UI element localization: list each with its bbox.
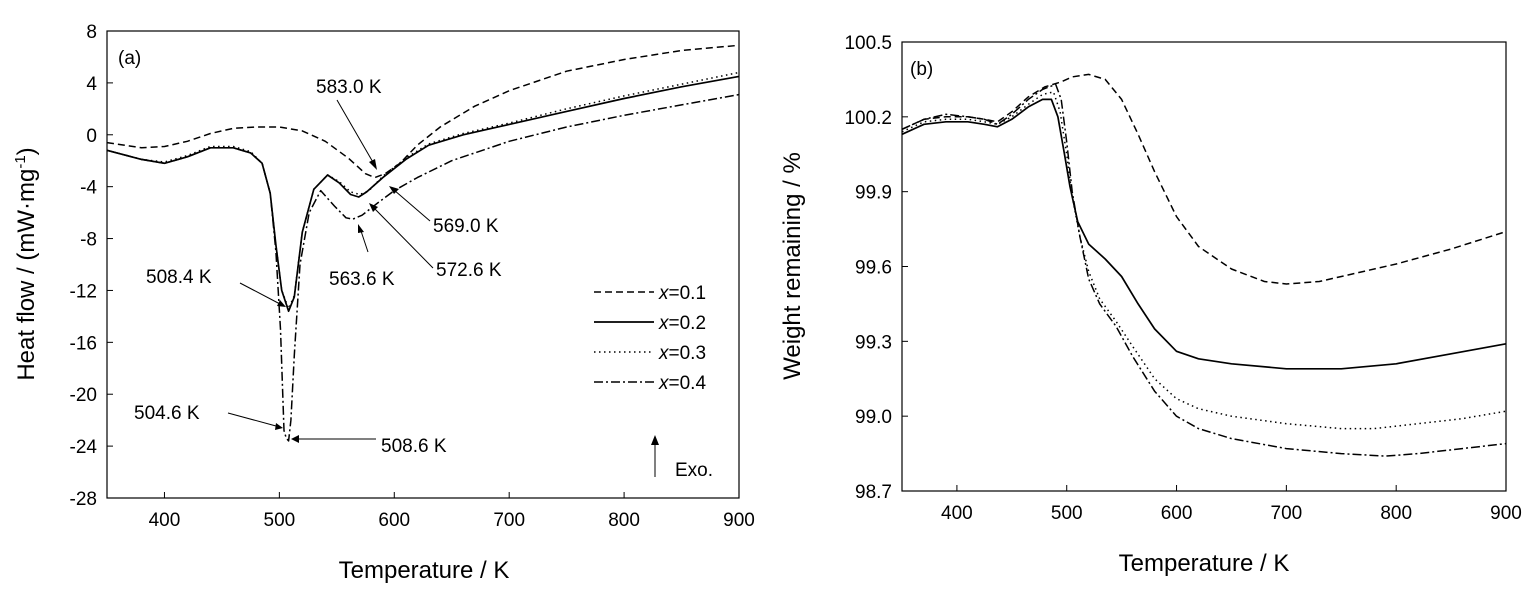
chart-a-x-tick-label: 400	[149, 510, 181, 531]
legend-item-x01: x=0.1	[594, 283, 706, 304]
legend-val-x01: =0.1	[669, 283, 707, 304]
chart-b-y-axis-label: Weight remaining / %	[779, 152, 806, 380]
annotation-583: 583.0 K	[316, 77, 382, 170]
legend-var-x01: x	[658, 283, 670, 304]
chart-b-series-x02	[901, 98, 1507, 370]
legend-var-x02: x	[658, 313, 670, 334]
chart-a-y-axis-label-main: Heat flow / (mW·mg	[13, 169, 40, 381]
chart-b-y-tick-label: 99.6	[855, 258, 892, 279]
chart-b-x-tick-label: 900	[1490, 503, 1522, 524]
legend-var-x04: x	[658, 373, 670, 394]
chart-a: 400 500 600 700 800 900 8 4 0 -4 -8 -12 -16 -20 -24 -2…	[12, 22, 755, 584]
chart-b-y-tick-label: 99.9	[855, 183, 892, 204]
legend-item-x04: x=0.4	[594, 373, 706, 394]
chart-a-legend: x=0.1 x=0.2 x=0.3 x=0.4	[594, 283, 706, 394]
chart-a-x-tick-label: 600	[378, 510, 410, 531]
chart-a-y-ticks: 8 4 0 -4 -8 -12 -16 -20 -24 -28	[70, 22, 113, 510]
chart-a-x-axis-label: Temperature / K	[339, 557, 510, 584]
chart-a-y-tick-label: 8	[86, 22, 97, 43]
chart-a-y-tick-label: 0	[86, 126, 97, 147]
chart-a-y-tick-label: -16	[70, 333, 97, 354]
chart-b-x-ticks: 400 500 600 700 800 900	[941, 485, 1522, 524]
svg-text:x=0.4: x=0.4	[658, 373, 706, 394]
annotation-5046: 504.6 K	[134, 403, 283, 430]
annotation-5084: 508.4 K	[146, 267, 286, 307]
chart-b: 400 500 600 700 800 900 100.5 100.2 99.9 99.6 99.…	[779, 33, 1522, 577]
chart-b-x-tick-label: 800	[1380, 503, 1412, 524]
annotation-5636: 563.6 K	[329, 224, 395, 290]
chart-b-y-ticks: 100.5 100.2 99.9 99.6 99.3 99.0 98.7	[844, 33, 908, 503]
chart-a-y-axis-label: Heat flow / (mW·mg-1)	[12, 147, 40, 380]
annotation-exo-text: Exo.	[675, 460, 713, 481]
annotation-5046-text: 504.6 K	[134, 403, 200, 424]
chart-a-series	[106, 44, 740, 442]
legend-val-x02: =0.2	[669, 313, 707, 334]
legend-var-x03: x	[658, 343, 670, 364]
chart-a-x-ticks: 400 500 600 700 800 900	[149, 492, 755, 531]
chart-b-series-x04	[901, 83, 1507, 457]
chart-a-series-x01	[106, 44, 740, 179]
chart-b-series	[901, 73, 1507, 457]
annotation-583-text: 583.0 K	[316, 77, 382, 98]
chart-a-y-tick-label: -8	[80, 230, 97, 251]
chart-b-y-tick-label: 100.5	[844, 33, 892, 54]
chart-a-y-tick-label: -28	[70, 489, 97, 510]
chart-a-y-tick-label: -4	[80, 178, 97, 199]
annotation-5084-text: 508.4 K	[146, 267, 212, 288]
svg-text:x=0.3: x=0.3	[658, 343, 706, 364]
chart-a-panel-label: (a)	[118, 48, 141, 69]
chart-a-annotations: 583.0 K 569.0 K 572.6 K 563.6 K 508.4 K	[134, 77, 713, 481]
chart-b-x-tick-label: 700	[1271, 503, 1303, 524]
annotation-572-text: 572.6 K	[436, 260, 502, 281]
chart-a-x-tick-label: 900	[723, 510, 755, 531]
chart-a-y-tick-label: -20	[70, 385, 97, 406]
annotation-569: 569.0 K	[389, 186, 499, 237]
chart-b-series-x01	[901, 73, 1507, 285]
legend-val-x03: =0.3	[669, 343, 707, 364]
legend-val-x04: =0.4	[669, 373, 707, 394]
chart-b-y-tick-label: 99.3	[855, 332, 892, 353]
annotation-5086-text: 508.6 K	[381, 436, 447, 457]
chart-a-y-tick-label: -24	[70, 437, 98, 458]
svg-text:x=0.2: x=0.2	[658, 313, 706, 334]
annotation-572: 572.6 K	[369, 203, 502, 281]
chart-a-x-tick-label: 800	[608, 510, 640, 531]
chart-a-y-tick-label: 4	[86, 74, 97, 95]
chart-a-y-tick-label: -12	[70, 281, 97, 302]
chart-b-x-axis-label: Temperature / K	[1119, 550, 1290, 577]
legend-item-x02: x=0.2	[594, 313, 706, 334]
chart-a-x-tick-label: 500	[264, 510, 296, 531]
legend-item-x03: x=0.3	[594, 343, 706, 364]
chart-b-y-tick-label: 99.0	[855, 407, 892, 428]
annotation-569-text: 569.0 K	[433, 216, 499, 237]
chart-b-x-tick-label: 500	[1051, 503, 1083, 524]
chart-b-panel-label: (b)	[910, 59, 933, 80]
chart-b-y-tick-label: 98.7	[855, 482, 892, 503]
chart-b-x-tick-label: 600	[1161, 503, 1193, 524]
chart-b-series-x03	[901, 91, 1507, 430]
chart-b-x-tick-label: 400	[941, 503, 973, 524]
chart-a-series-x04	[106, 93, 740, 442]
chart-b-y-tick-label: 100.2	[844, 108, 892, 129]
annotation-5086: 508.6 K	[291, 435, 447, 457]
annotation-5636-text: 563.6 K	[329, 269, 395, 290]
chart-a-x-tick-label: 700	[493, 510, 525, 531]
chart-a-plot-frame	[106, 30, 740, 499]
chart-a-y-axis-label-sup: -1	[12, 155, 29, 168]
annotation-exo: Exo.	[651, 435, 713, 481]
chart-a-y-axis-label-close: )	[13, 147, 40, 155]
svg-text:x=0.1: x=0.1	[658, 283, 706, 304]
chart-a-series-x03	[106, 71, 740, 310]
